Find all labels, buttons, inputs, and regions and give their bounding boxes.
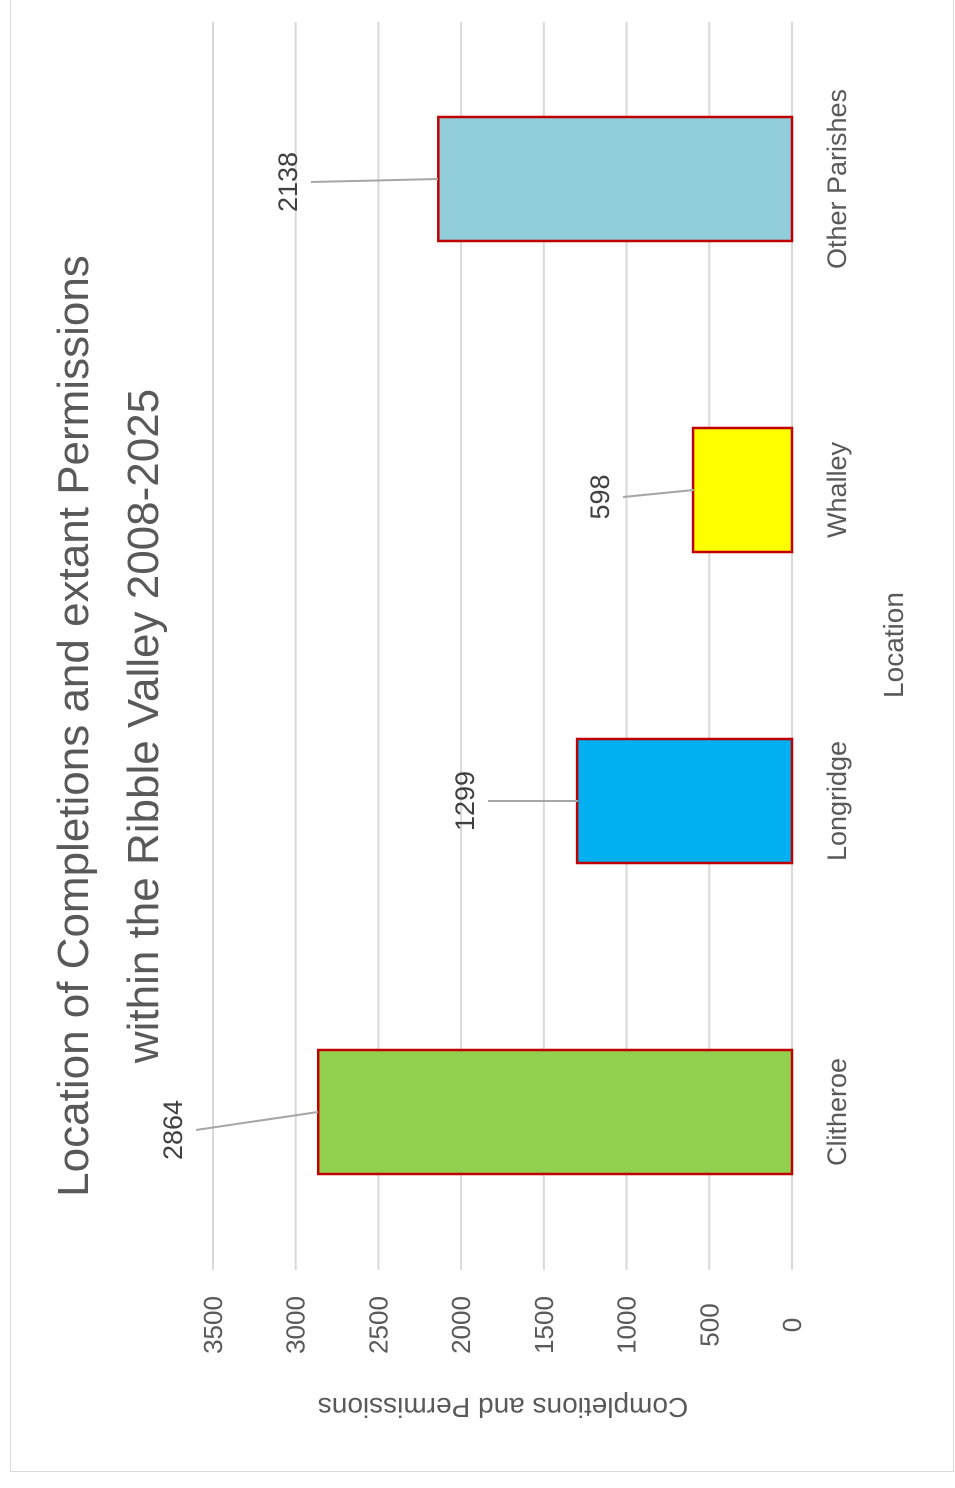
chart-title-line-1: Location of Completions and extant Permi… (49, 255, 98, 1197)
data-label-leader-line (622, 489, 695, 498)
data-label: 2864 (158, 1100, 188, 1160)
y-tick-label: 3000 (281, 1296, 311, 1354)
data-label: 1299 (450, 771, 480, 831)
x-category-label: Clitheroe (822, 1058, 852, 1166)
x-axis-title: Location (878, 592, 909, 698)
bar-other-parishes (437, 115, 794, 243)
x-category-label: Longridge (822, 741, 852, 861)
x-category-label: Whalley (822, 441, 852, 538)
data-label: 598 (585, 474, 615, 519)
data-label-leader-line (310, 178, 439, 183)
data-label: 2138 (273, 152, 303, 212)
y-axis-title: Completions and Permissions (318, 1392, 688, 1423)
y-tick-label: 2500 (363, 1296, 393, 1354)
y-tick-label: 3500 (198, 1296, 228, 1354)
chart-frame (10, 0, 954, 1472)
bar-whalley (691, 426, 794, 554)
bar-clitheroe (316, 1048, 794, 1176)
bar-longridge (575, 737, 794, 865)
x-category-label: Other Parishes (822, 89, 852, 269)
y-tick-label: 2000 (446, 1296, 476, 1354)
y-tick-label: 0 (777, 1318, 807, 1332)
y-tick-label: 500 (694, 1303, 724, 1346)
chart-title-line-2: within the Ribble Valley 2008-2025 (119, 389, 168, 1064)
data-label-leader-line (195, 1111, 319, 1131)
y-tick-label: 1500 (529, 1296, 559, 1354)
y-tick-label: 1000 (612, 1296, 642, 1354)
